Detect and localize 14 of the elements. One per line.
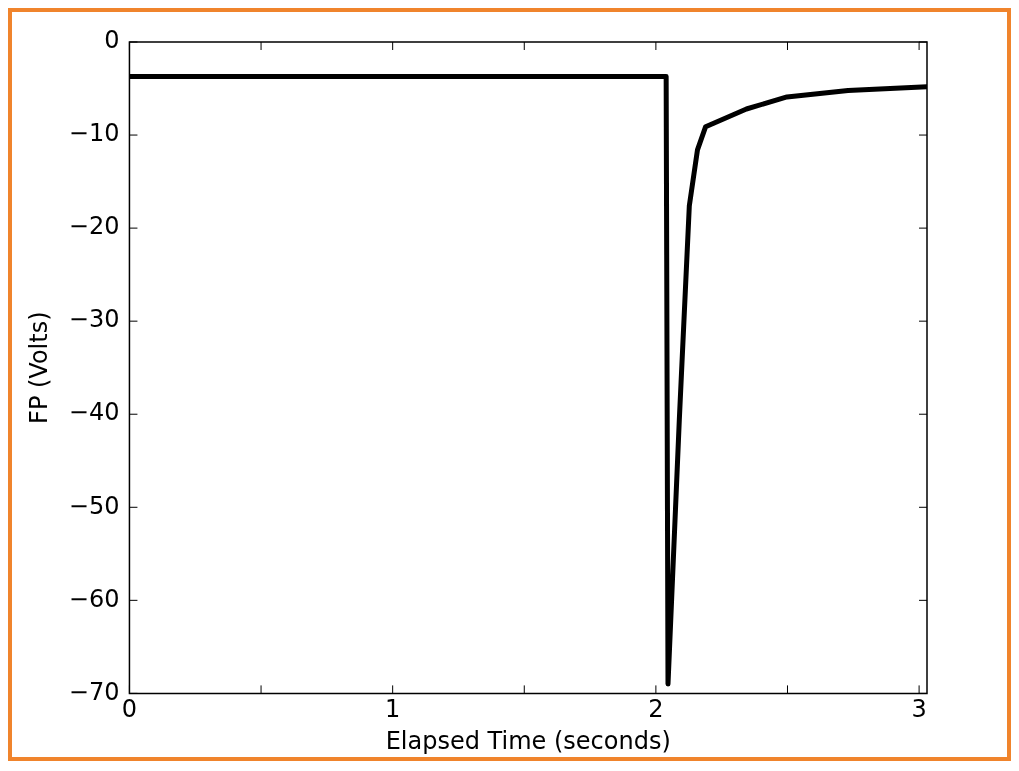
- y-tick-label: −60: [68, 584, 120, 613]
- y-tick-label: −40: [68, 398, 120, 427]
- x-tick-label: 2: [648, 695, 664, 724]
- y-tick-label: −10: [68, 119, 120, 148]
- y-tick-label: −20: [68, 212, 120, 241]
- y-tick-label: −70: [68, 677, 120, 706]
- x-tick-label: 0: [121, 695, 138, 724]
- x-tick-label: 3: [911, 695, 927, 724]
- x-axis-title: Elapsed Time (seconds): [385, 726, 671, 755]
- y-axis-title: FP (Volts): [24, 311, 53, 424]
- y-tick-label: 0: [104, 26, 120, 55]
- y-tick-label: −30: [68, 305, 120, 334]
- x-tick-label: 1: [385, 695, 401, 724]
- y-tick-label: −50: [68, 491, 120, 520]
